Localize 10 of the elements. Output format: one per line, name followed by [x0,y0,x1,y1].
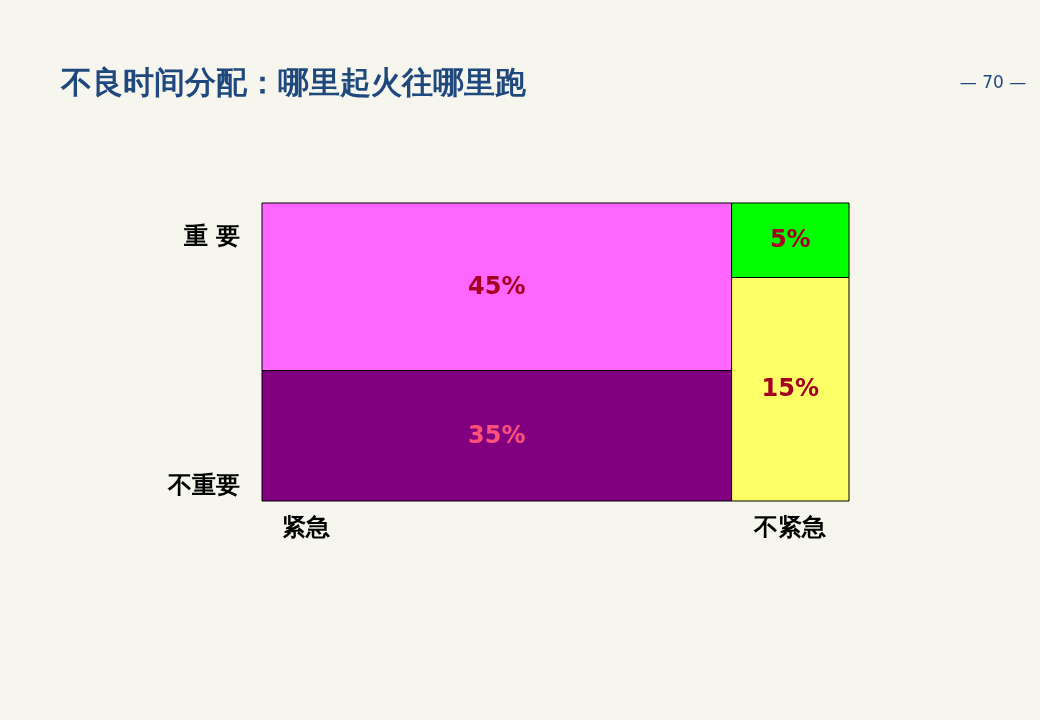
data-label: 35% [468,420,526,449]
data-label: 15% [761,374,820,403]
series-label: 不重要 [167,471,240,499]
category-label: 不紧急 [753,513,827,541]
category-label: 紧急 [282,513,330,541]
text: 不良时间分配：哪里起火往哪里跑 [60,63,527,100]
series-label: 重 要 [182,222,240,250]
text: — 70 — [959,72,1027,92]
data-label: 45% [468,271,526,300]
data-label: 5% [769,225,811,254]
